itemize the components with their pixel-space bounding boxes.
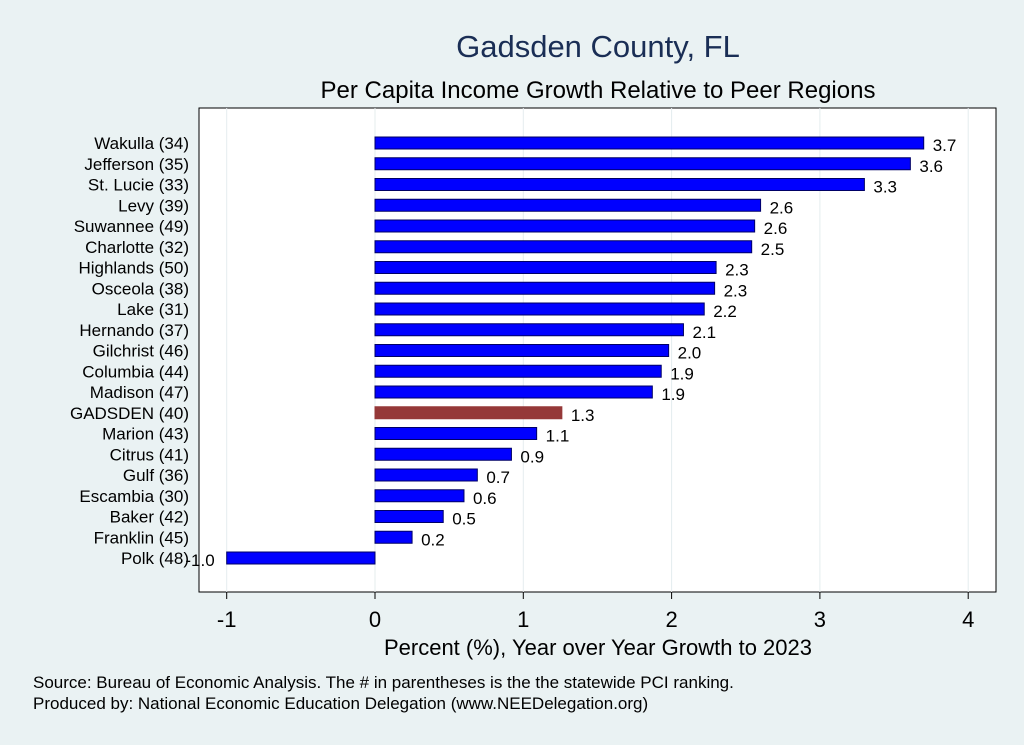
category-label: Levy (39) bbox=[118, 196, 189, 215]
value-label: 2.6 bbox=[770, 198, 794, 217]
category-label: Osceola (38) bbox=[92, 279, 189, 298]
category-label: Marion (43) bbox=[102, 425, 189, 444]
value-label: -1.0 bbox=[185, 551, 214, 570]
x-tick-label: -1 bbox=[217, 607, 237, 632]
category-label: Escambia (30) bbox=[79, 487, 189, 506]
value-label: 2.1 bbox=[692, 323, 716, 342]
value-label: 0.2 bbox=[421, 530, 445, 549]
bar bbox=[374, 468, 478, 482]
category-label: Lake (31) bbox=[117, 300, 189, 319]
value-label: 0.5 bbox=[452, 510, 476, 529]
x-tick-label: 2 bbox=[665, 607, 677, 632]
category-label: Franklin (45) bbox=[94, 528, 189, 547]
category-label: Highlands (50) bbox=[78, 259, 189, 278]
bar bbox=[374, 198, 762, 212]
category-label: Baker (42) bbox=[110, 508, 189, 527]
category-label: Madison (47) bbox=[90, 383, 189, 402]
bar bbox=[374, 240, 753, 254]
value-label: 2.3 bbox=[725, 261, 749, 280]
bar bbox=[374, 157, 911, 171]
category-label: Gulf (36) bbox=[123, 466, 189, 485]
bar bbox=[374, 323, 684, 337]
value-labels: 3.73.63.32.62.62.52.32.32.22.12.01.91.91… bbox=[185, 136, 956, 570]
bar bbox=[374, 302, 705, 316]
category-label: Jefferson (35) bbox=[84, 155, 189, 174]
x-tick-label: 1 bbox=[517, 607, 529, 632]
bar bbox=[374, 530, 413, 544]
x-axis-label: Percent (%), Year over Year Growth to 20… bbox=[384, 635, 812, 660]
value-label: 2.3 bbox=[724, 281, 748, 300]
category-label: Charlotte (32) bbox=[85, 238, 189, 257]
value-label: 2.6 bbox=[764, 219, 788, 238]
value-label: 2.2 bbox=[713, 302, 737, 321]
value-label: 1.9 bbox=[670, 364, 694, 383]
value-label: 3.3 bbox=[873, 178, 897, 197]
bar-chart: Gadsden County, FL Per Capita Income Gro… bbox=[70, 29, 997, 660]
value-label: 1.9 bbox=[661, 385, 685, 404]
category-label: Columbia (44) bbox=[82, 362, 189, 381]
category-label: Citrus (41) bbox=[110, 445, 189, 464]
category-label: Hernando (37) bbox=[79, 321, 189, 340]
chart-title: Gadsden County, FL bbox=[456, 29, 740, 64]
value-label: 1.1 bbox=[546, 427, 570, 446]
value-label: 3.7 bbox=[933, 136, 957, 155]
category-label: Wakulla (34) bbox=[94, 134, 189, 153]
x-axis: -1 0 1 2 3 4 bbox=[217, 592, 974, 632]
bars bbox=[226, 136, 925, 565]
chart-subtitle: Per Capita Income Growth Relative to Pee… bbox=[321, 77, 876, 104]
bar bbox=[374, 427, 538, 440]
bar bbox=[226, 551, 376, 565]
category-label: Gilchrist (46) bbox=[93, 342, 189, 361]
bar bbox=[374, 510, 444, 523]
value-label: 0.6 bbox=[473, 489, 497, 508]
bar bbox=[374, 344, 670, 357]
value-label: 2.5 bbox=[761, 240, 785, 259]
x-tick-label: 3 bbox=[814, 607, 826, 632]
value-label: 2.0 bbox=[678, 344, 702, 363]
bar bbox=[374, 261, 717, 274]
x-tick-label: 0 bbox=[369, 607, 381, 632]
category-label: GADSDEN (40) bbox=[70, 404, 189, 423]
value-label: 3.6 bbox=[919, 157, 943, 176]
bar bbox=[374, 281, 716, 295]
category-label: Polk (48) bbox=[121, 549, 189, 568]
source-note: Source: Bureau of Economic Analysis. The… bbox=[33, 673, 734, 692]
producer-note: Produced by: National Economic Education… bbox=[33, 694, 649, 713]
category-labels: Wakulla (34) Jefferson (35) St. Lucie (33)… bbox=[70, 134, 189, 568]
category-label: Suwannee (49) bbox=[74, 217, 189, 236]
bar bbox=[374, 178, 865, 191]
value-label: 1.3 bbox=[571, 406, 595, 425]
bar bbox=[374, 489, 465, 503]
bar bbox=[374, 385, 653, 399]
bar bbox=[374, 136, 925, 150]
x-tick-label: 4 bbox=[962, 607, 974, 632]
bar bbox=[374, 364, 662, 378]
bar bbox=[374, 406, 563, 420]
value-label: 0.7 bbox=[486, 468, 510, 487]
source-footer: Source: Bureau of Economic Analysis. The… bbox=[33, 672, 734, 714]
value-label: 0.9 bbox=[520, 447, 544, 466]
bar bbox=[374, 219, 756, 233]
bar bbox=[374, 447, 512, 461]
category-label: St. Lucie (33) bbox=[88, 176, 189, 195]
